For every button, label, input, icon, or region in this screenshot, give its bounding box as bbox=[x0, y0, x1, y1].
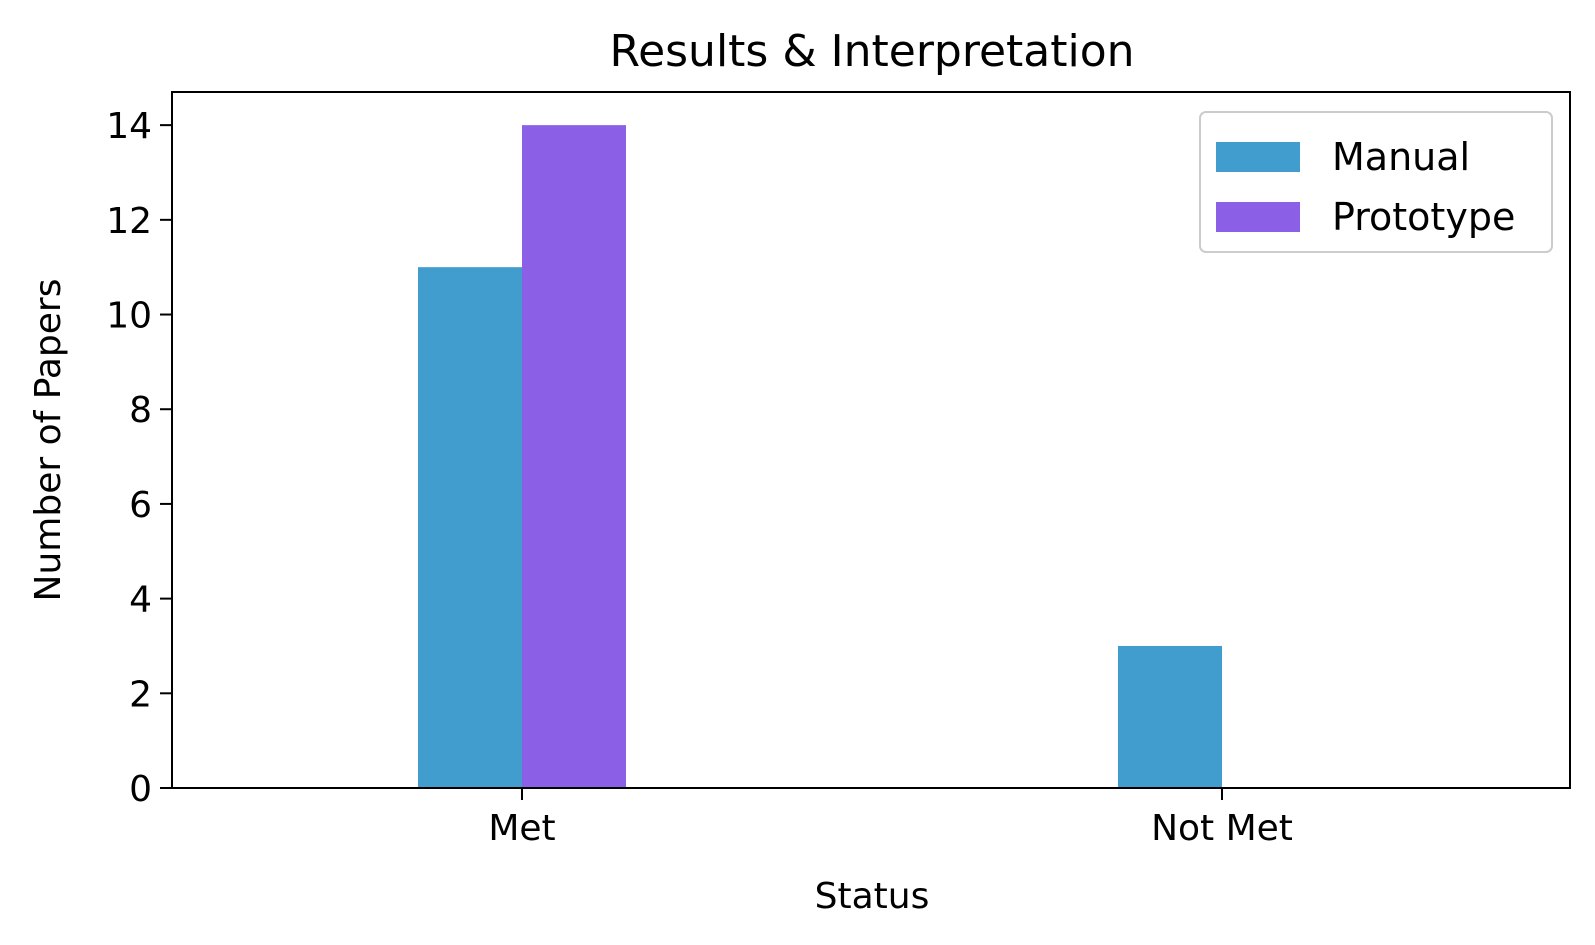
y-tick-label: 14 bbox=[106, 106, 152, 147]
legend-label-manual: Manual bbox=[1332, 135, 1470, 179]
y-tick-label: 4 bbox=[129, 580, 152, 621]
chart-title: Results & Interpretation bbox=[609, 26, 1134, 77]
x-axis: Met Not Met bbox=[488, 788, 1293, 849]
y-tick-label: 12 bbox=[106, 201, 152, 242]
y-tick-label: 2 bbox=[129, 674, 152, 715]
y-axis-label: Number of Papers bbox=[28, 279, 69, 602]
bar-prototype-met bbox=[522, 125, 626, 788]
plot-frame bbox=[171, 91, 1571, 789]
bars-group bbox=[418, 125, 1222, 788]
y-tick-label: 8 bbox=[129, 390, 152, 431]
y-axis: 0 2 4 6 8 10 12 14 bbox=[106, 106, 172, 810]
legend: Manual Prototype bbox=[1199, 111, 1553, 253]
legend-swatch-prototype bbox=[1216, 202, 1300, 232]
x-axis-label: Status bbox=[815, 876, 930, 917]
legend-swatch-manual bbox=[1216, 142, 1300, 172]
y-tick-label: 10 bbox=[106, 296, 152, 337]
bar-manual-met bbox=[418, 267, 522, 788]
legend-label-prototype: Prototype bbox=[1332, 195, 1515, 239]
x-tick-label: Not Met bbox=[1151, 808, 1293, 849]
bar-manual-not-met bbox=[1118, 645, 1222, 788]
y-tick-label: 0 bbox=[129, 769, 152, 810]
y-tick-label: 6 bbox=[129, 485, 152, 526]
x-tick-label: Met bbox=[488, 808, 555, 849]
